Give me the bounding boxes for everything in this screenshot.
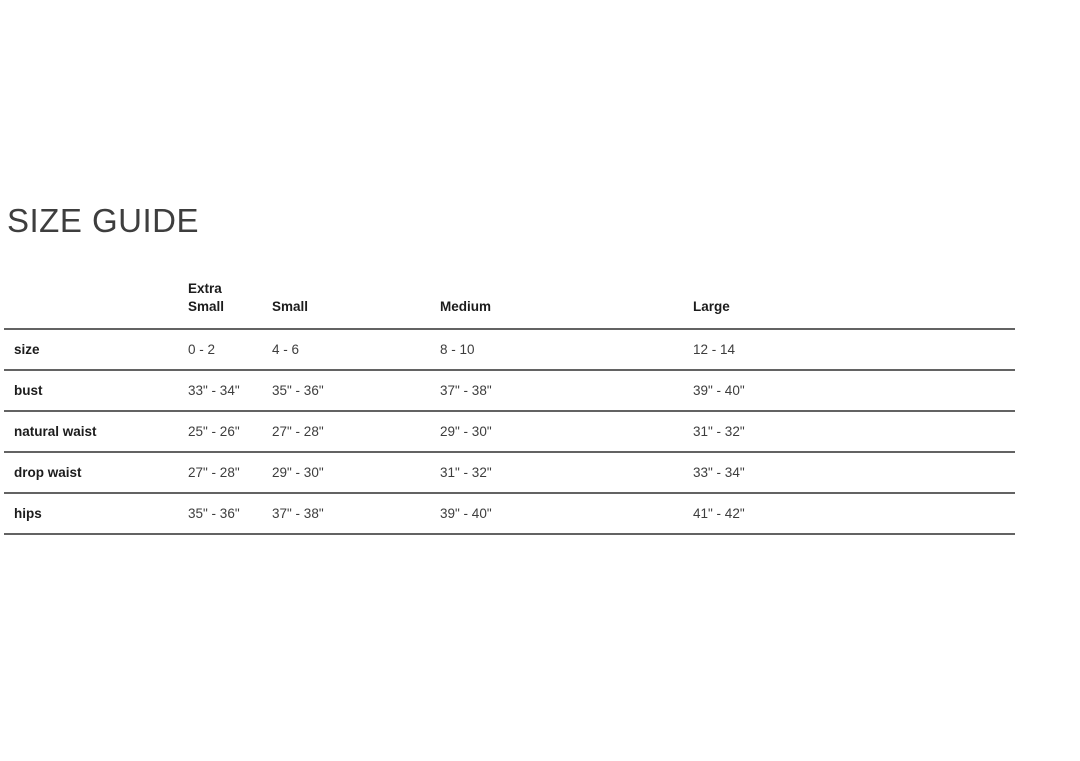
cell-drop-waist-medium: 31" - 32" [440,465,492,480]
column-header-medium: Medium [440,299,492,314]
cell-hips-extra-small: 35" - 36" [188,506,240,521]
column-header-extra-small: Extra Small [188,281,225,314]
table-row-natural-waist: natural waist 25" - 26" 27" - 28" 29" - … [4,411,1015,452]
cell-drop-waist-large: 33" - 34" [693,465,745,480]
cell-bust-extra-small: 33" - 34" [188,383,240,398]
row-label-hips: hips [14,506,42,521]
cell-natural-waist-extra-small: 25" - 26" [188,424,240,439]
cell-size-large: 12 - 14 [693,342,736,357]
row-label-drop-waist: drop waist [14,465,82,480]
header-empty-cell [4,280,178,329]
cell-natural-waist-large: 31" - 32" [693,424,745,439]
cell-bust-medium: 37" - 38" [440,383,492,398]
row-label-size: size [14,342,40,357]
table-row-size: size 0 - 2 4 - 6 8 - 10 12 - 14 [4,329,1015,370]
table-row-hips: hips 35" - 36" 37" - 38" 39" - 40" 41" -… [4,493,1015,534]
cell-drop-waist-small: 29" - 30" [272,465,324,480]
table-row-bust: bust 33" - 34" 35" - 36" 37" - 38" 39" -… [4,370,1015,411]
cell-drop-waist-extra-small: 27" - 28" [188,465,240,480]
cell-size-small: 4 - 6 [272,342,300,357]
cell-size-extra-small: 0 - 2 [188,342,216,357]
size-guide-table: Extra Small Small Medium Large size 0 - … [4,280,1015,535]
cell-bust-small: 35" - 36" [272,383,324,398]
column-header-large: Large [693,299,730,314]
cell-hips-small: 37" - 38" [272,506,324,521]
cell-natural-waist-medium: 29" - 30" [440,424,492,439]
column-header-small: Small [272,299,309,314]
cell-hips-large: 41" - 42" [693,506,745,521]
table-header-row: Extra Small Small Medium Large [4,280,1015,329]
row-label-natural-waist: natural waist [14,424,97,439]
table-row-drop-waist: drop waist 27" - 28" 29" - 30" 31" - 32"… [4,452,1015,493]
cell-hips-medium: 39" - 40" [440,506,492,521]
cell-bust-large: 39" - 40" [693,383,745,398]
cell-natural-waist-small: 27" - 28" [272,424,324,439]
page-title: SIZE GUIDE [7,202,200,239]
cell-size-medium: 8 - 10 [440,342,475,357]
row-label-bust: bust [14,383,43,398]
